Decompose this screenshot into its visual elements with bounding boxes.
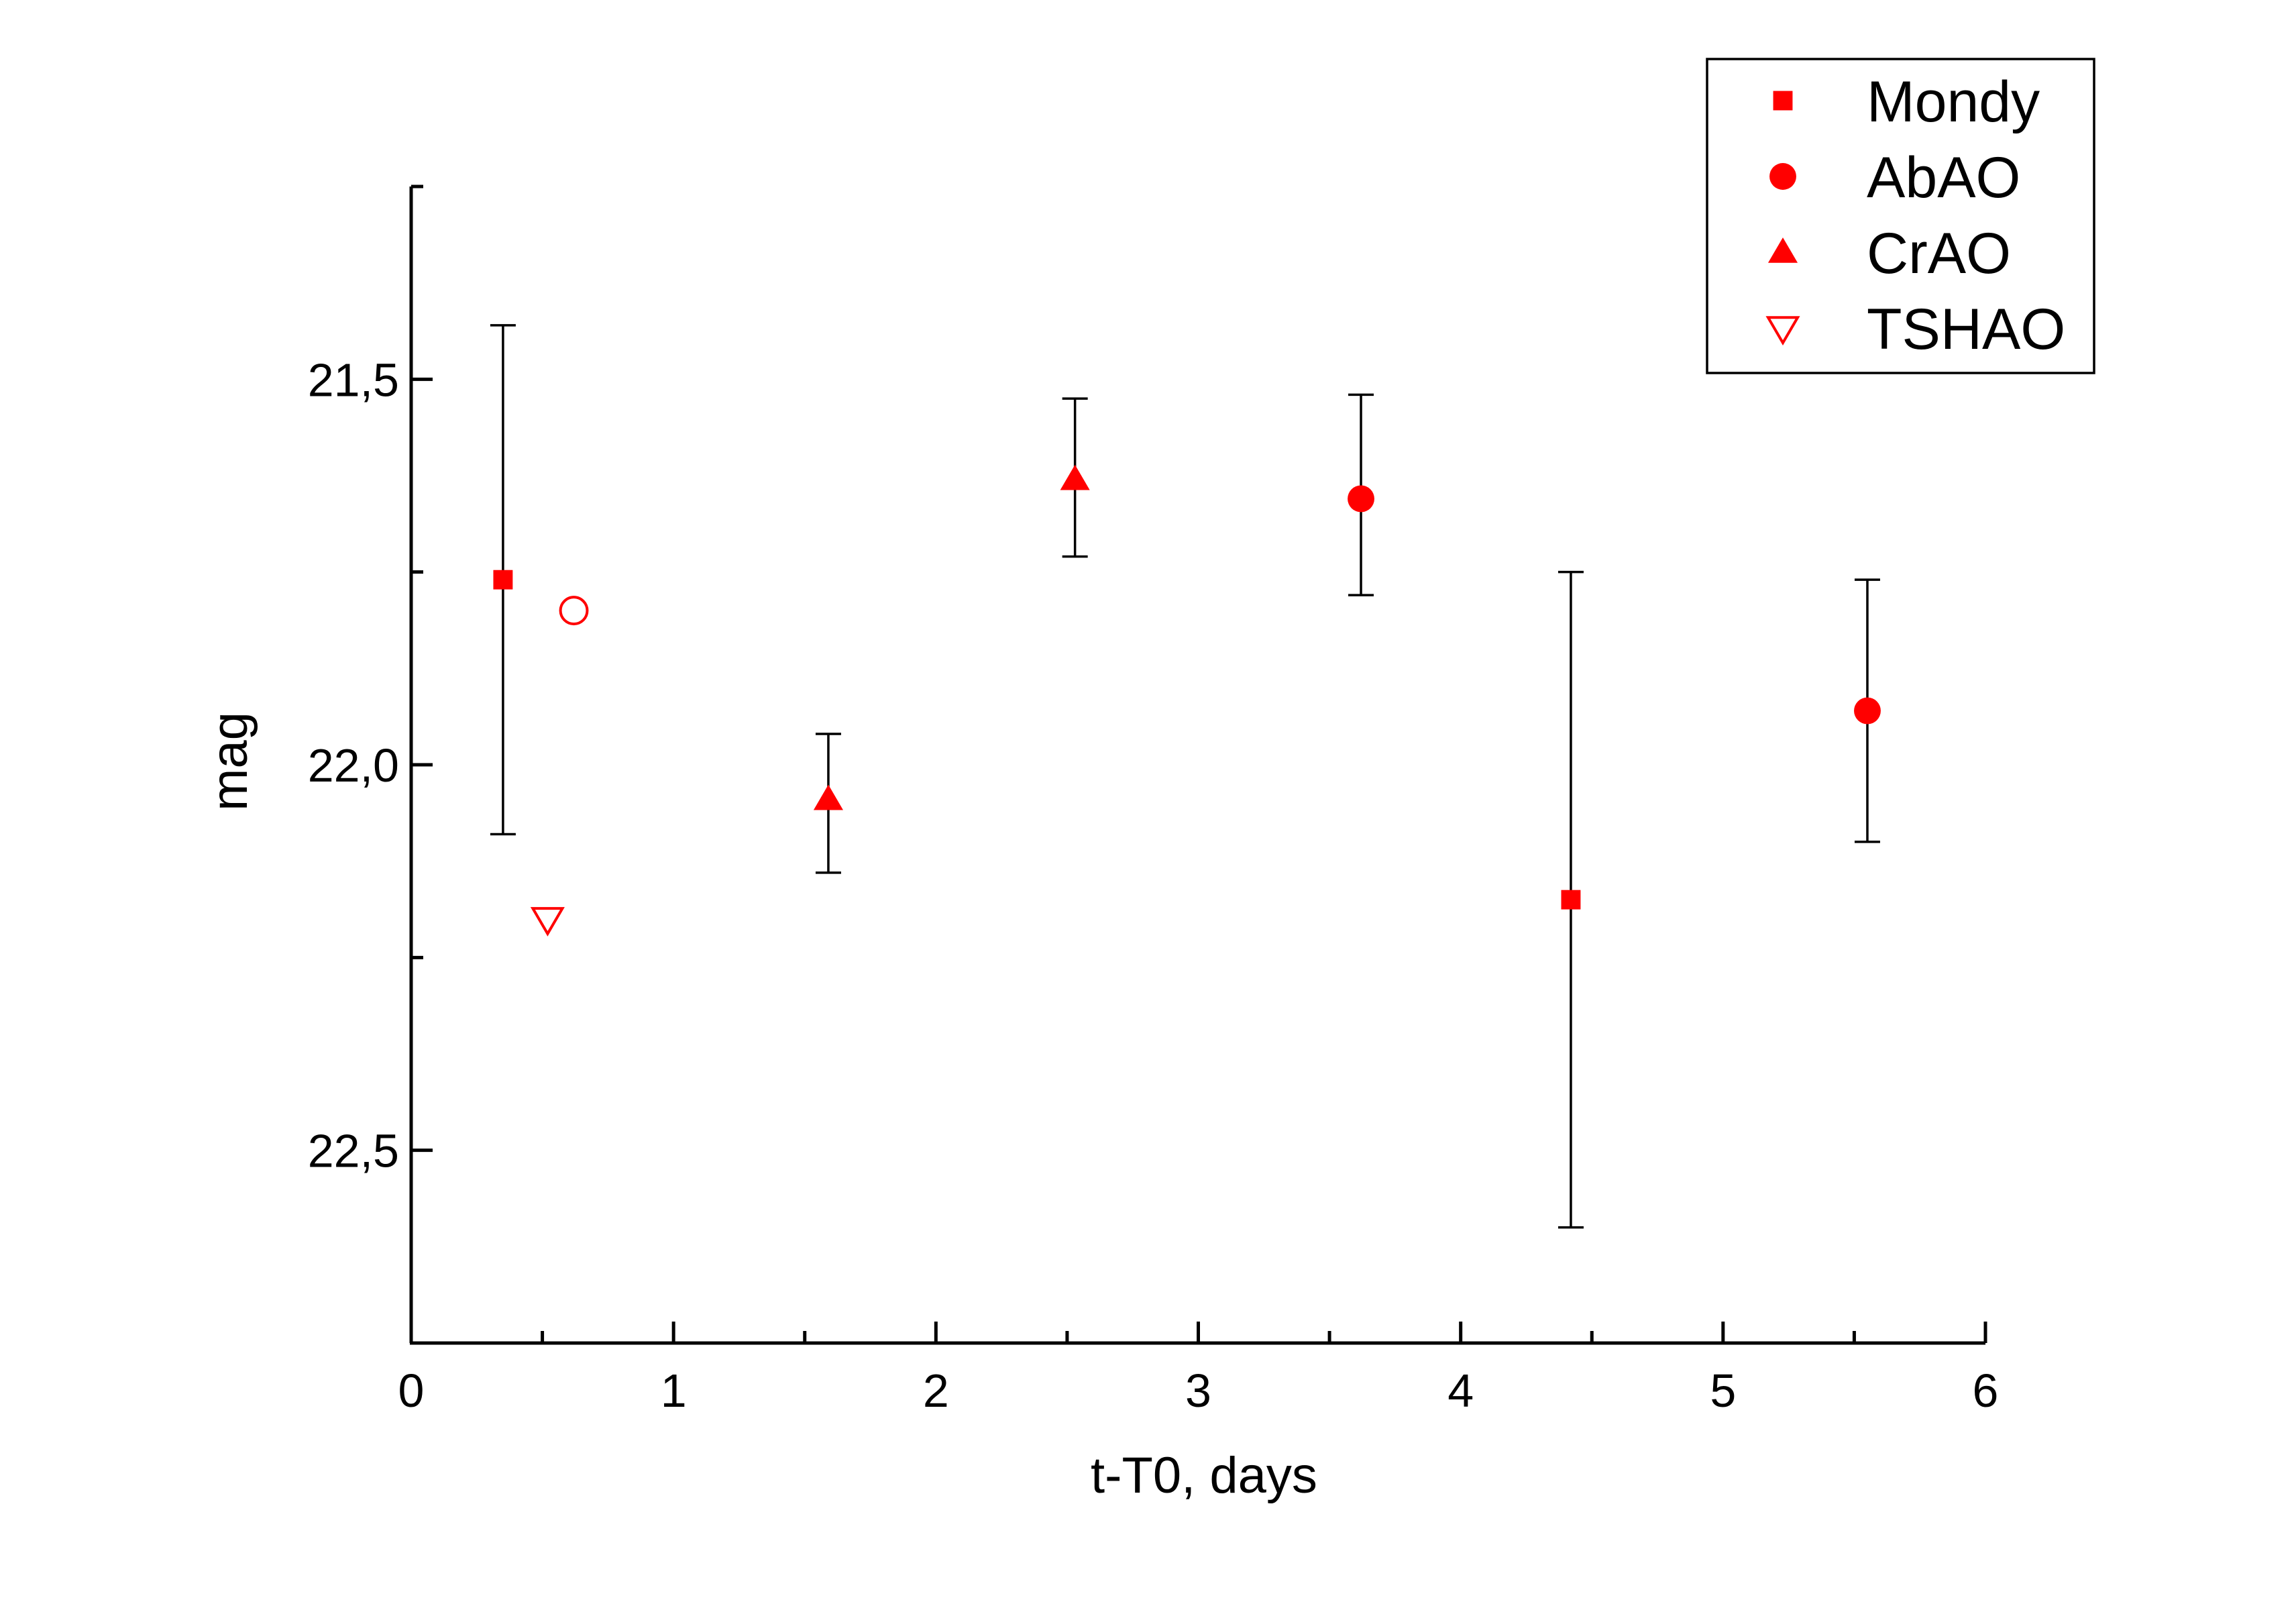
crao-point xyxy=(1060,464,1090,490)
x-tick-label: 6 xyxy=(1973,1365,1999,1417)
x-tick-label: 2 xyxy=(923,1365,949,1417)
legend-marker-tshao xyxy=(1765,316,1800,346)
abao-point xyxy=(1854,697,1881,725)
legend: Mondy AbAO CrAO TSHAO xyxy=(1706,58,2095,374)
x-tick-label: 1 xyxy=(661,1365,687,1417)
x-axis-title: t-T0, days xyxy=(1091,1447,1317,1504)
axes: 0 1 2 3 4 5 6 21,5 22,0 22,5 xyxy=(308,184,1999,1417)
legend-marker-mondy xyxy=(1773,91,1793,111)
mondy-point xyxy=(1561,890,1581,910)
y-tick-label: 22,0 xyxy=(308,739,399,792)
legend-label-mondy: Mondy xyxy=(1867,70,2040,134)
legend-label-crao: CrAO xyxy=(1867,221,2011,286)
x-tick-label: 4 xyxy=(1447,1365,1474,1417)
legend-label-tshao: TSHAO xyxy=(1867,297,2065,362)
abao-point xyxy=(1348,485,1374,513)
y-axis-title: mag xyxy=(201,712,258,811)
mondy-point xyxy=(493,570,513,590)
x-tick-label: 3 xyxy=(1185,1365,1211,1417)
unlabeled-point xyxy=(559,596,589,626)
tshao-point xyxy=(530,907,565,937)
y-tick-label: 22,5 xyxy=(308,1125,399,1177)
legend-marker-crao xyxy=(1767,237,1798,263)
crao-point xyxy=(813,784,844,810)
x-tick-label: 0 xyxy=(398,1365,425,1417)
data-markers xyxy=(493,464,1881,937)
y-tick-label: 21,5 xyxy=(308,354,399,406)
legend-label-abao: AbAO xyxy=(1867,146,2020,210)
error-bars xyxy=(490,324,1880,1229)
x-tick-label: 5 xyxy=(1710,1365,1736,1417)
legend-marker-abao xyxy=(1769,163,1796,190)
